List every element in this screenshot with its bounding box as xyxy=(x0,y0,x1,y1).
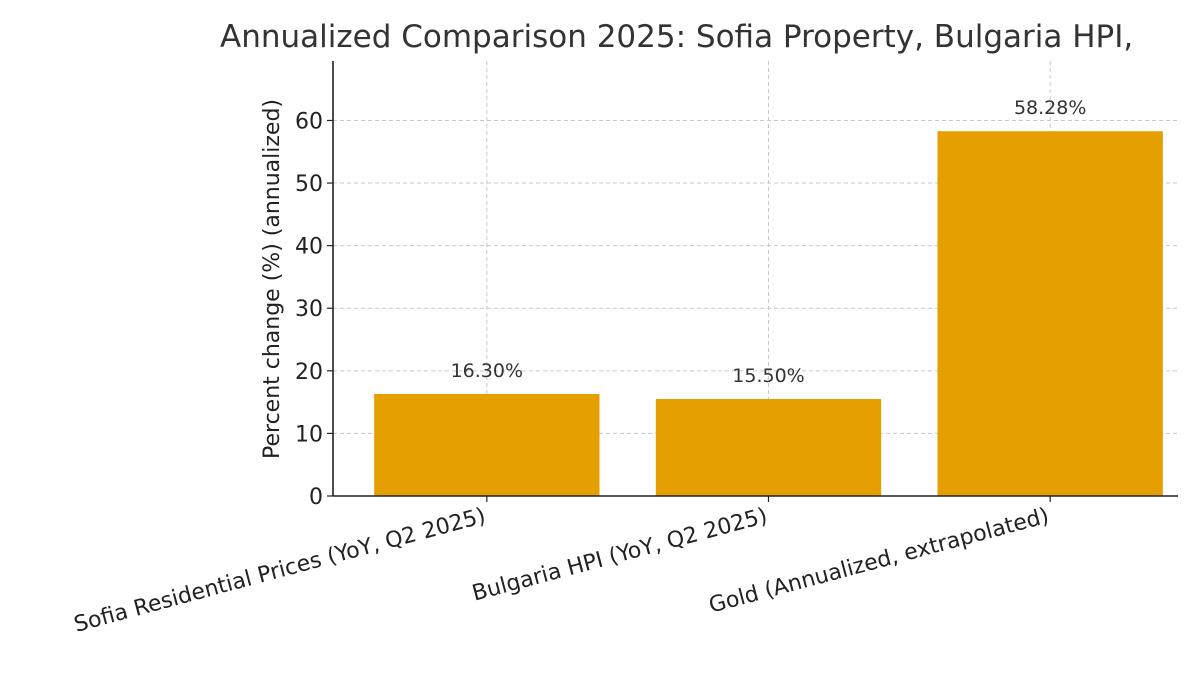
y-axis-label: Percent change (%) (annualized) xyxy=(260,99,285,459)
chart-title: Annualized Comparison 2025: Sofia Proper… xyxy=(220,19,1133,55)
y-tick-label: 20 xyxy=(295,360,323,385)
bar-value-label: 16.30% xyxy=(451,360,523,382)
y-tick-label: 0 xyxy=(309,485,323,510)
y-tick-label: 40 xyxy=(295,235,323,260)
x-tick-label: Sofia Residential Prices (YoY, Q2 2025) xyxy=(71,504,488,638)
bar xyxy=(374,393,600,496)
bar-value-label: 15.50% xyxy=(732,365,804,387)
y-tick-label: 60 xyxy=(295,109,323,134)
bars-layer xyxy=(374,131,1163,497)
bar-value-label: 58.28% xyxy=(1014,97,1086,119)
y-tick-label: 10 xyxy=(295,422,323,447)
y-tick-label: 50 xyxy=(295,172,323,197)
bar xyxy=(937,131,1163,497)
axes-layer xyxy=(327,61,1178,502)
y-tick-label: 30 xyxy=(295,297,323,322)
text-layer: 0 10 20 30 40 50 60 16.30% Sofia Residential Pri… xyxy=(71,97,1086,638)
bar xyxy=(655,398,882,496)
